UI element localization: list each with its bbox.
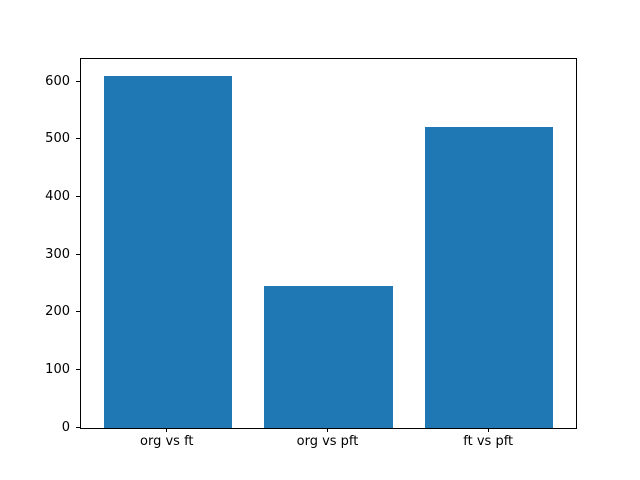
x-tick-label: ft vs pft (463, 434, 514, 449)
bar-org-vs-pft (264, 286, 393, 428)
y-tick-mark (76, 426, 80, 428)
x-tick-label: org vs pft (296, 434, 359, 449)
plot-area (80, 58, 577, 429)
y-tick-mark (76, 195, 80, 197)
y-tick-label: 100 (45, 361, 70, 377)
y-tick-label: 0 (61, 419, 70, 435)
y-tick-mark (76, 80, 80, 82)
y-tick-label: 200 (45, 304, 70, 320)
y-tick-label: 500 (45, 131, 70, 147)
x-tick-mark (487, 428, 489, 432)
y-tick-label: 600 (45, 73, 70, 89)
y-tick-label: 400 (45, 188, 70, 204)
y-tick-mark (76, 311, 80, 313)
y-tick-mark (76, 138, 80, 140)
bar-ft-vs-pft (424, 126, 554, 428)
y-tick-label: 300 (45, 246, 70, 262)
y-tick-mark (76, 368, 80, 370)
bar-org-vs-ft (103, 75, 233, 428)
y-tick-mark (76, 253, 80, 255)
x-tick-mark (327, 428, 328, 432)
x-tick-label: org vs ft (140, 434, 194, 449)
x-tick-mark (166, 428, 168, 432)
